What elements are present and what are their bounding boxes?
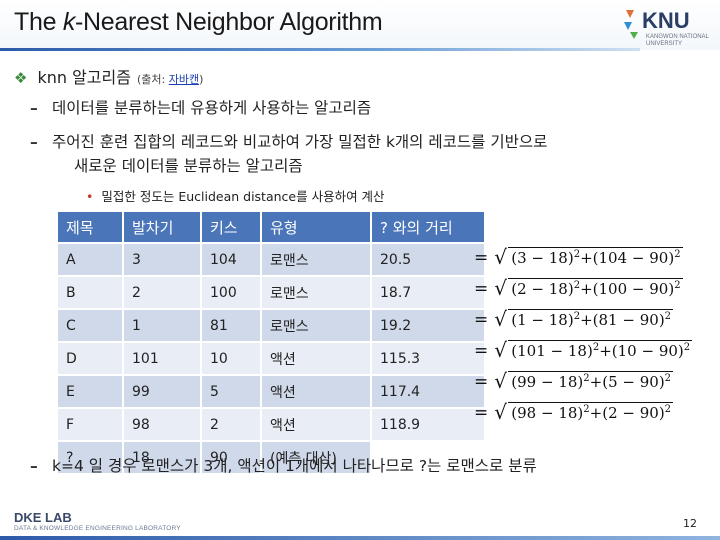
cell-genre: (예측 대상) bbox=[261, 441, 372, 475]
cell-distance: 18.7 bbox=[371, 276, 486, 310]
cell-distance bbox=[371, 441, 486, 475]
col-kicks-header: 발차기 bbox=[123, 212, 202, 244]
bullet-sub-1: – 데이터를 분류하는데 유용하게 사용하는 알고리즘 bbox=[30, 99, 372, 117]
cell-title: C bbox=[58, 309, 124, 343]
bullet-sub-2-continued: 새로운 데이터를 분류하는 알고리즘 bbox=[74, 157, 303, 175]
cell-title: E bbox=[58, 375, 124, 409]
footer-rule bbox=[0, 536, 720, 540]
table-row: A 3 104 로맨스 20.5 bbox=[58, 243, 486, 277]
movie-table: 제목 발차기 키스 유형 ? 와의 거리 A 3 104 로맨스 20.5 B 2 100 로맨… bbox=[58, 212, 486, 475]
title-bar bbox=[0, 0, 720, 50]
table-row: E 99 5 액션 117.4 bbox=[58, 375, 486, 409]
col-genre-header: 유형 bbox=[261, 212, 372, 244]
cell-kicks: 98 bbox=[123, 408, 202, 442]
cell-title: D bbox=[58, 342, 124, 376]
cell-genre: 로맨스 bbox=[261, 243, 372, 277]
col-title-header: 제목 bbox=[58, 212, 124, 244]
cell-kisses: 90 bbox=[201, 441, 262, 475]
knu-emblem-icon bbox=[624, 10, 638, 39]
table-row: B 2 100 로맨스 18.7 bbox=[58, 276, 486, 310]
distance-formula: = √ (1 − 18)2+(81 − 90)2 bbox=[474, 307, 674, 331]
cell-title: ? bbox=[58, 441, 124, 475]
col-distance-header: ? 와의 거리 bbox=[371, 212, 486, 244]
logo-subtext: KANGWON NATIONAL UNIVERSITY bbox=[646, 34, 709, 47]
cell-distance: 115.3 bbox=[371, 342, 486, 376]
cell-distance: 117.4 bbox=[371, 375, 486, 409]
distance-formula: = √ (101 − 18)2+(10 − 90)2 bbox=[474, 338, 693, 362]
cell-distance: 118.9 bbox=[371, 408, 486, 442]
cell-kicks: 101 bbox=[123, 342, 202, 376]
cell-genre: 로맨스 bbox=[261, 309, 372, 343]
diamond-bullet-icon: ❖ bbox=[14, 69, 28, 87]
table-row: C 1 81 로맨스 19.2 bbox=[58, 309, 486, 343]
distance-formula: = √ (3 − 18)2+(104 − 90)2 bbox=[474, 245, 683, 269]
cell-title: F bbox=[58, 408, 124, 442]
cell-title: B bbox=[58, 276, 124, 310]
dash-bullet-icon: – bbox=[30, 133, 38, 151]
cell-kicks: 3 bbox=[123, 243, 202, 277]
cell-kicks: 1 bbox=[123, 309, 202, 343]
cell-kisses: 100 bbox=[201, 276, 262, 310]
distance-formula: = √ (2 − 18)2+(100 − 90)2 bbox=[474, 276, 683, 300]
cell-kicks: 99 bbox=[123, 375, 202, 409]
cell-kicks: 2 bbox=[123, 276, 202, 310]
bullet-main: ❖ knn 알고리즘 (출처: 자바캔) bbox=[14, 68, 204, 87]
distance-formula: = √ (99 − 18)2+(5 − 90)2 bbox=[474, 369, 674, 393]
table-row: ? 18 90 (예측 대상) bbox=[58, 441, 486, 475]
cell-kisses: 81 bbox=[201, 309, 262, 343]
lab-logo: DKE LAB DATA & KNOWLEDGE ENGINEERING LAB… bbox=[14, 510, 181, 532]
cell-title: A bbox=[58, 243, 124, 277]
source-note: (출처: 자바캔) bbox=[136, 73, 204, 86]
source-link[interactable]: 자바캔 bbox=[168, 73, 200, 86]
cell-genre: 액션 bbox=[261, 342, 372, 376]
distance-formula: = √ (98 − 18)2+(2 − 90)2 bbox=[474, 400, 674, 424]
title-rule bbox=[0, 48, 640, 51]
dot-bullet-icon: • bbox=[86, 189, 94, 204]
table-row: D 101 10 액션 115.3 bbox=[58, 342, 486, 376]
slide-title: The k-Nearest Neighbor Algorithm bbox=[14, 8, 383, 36]
col-kisses-header: 키스 bbox=[201, 212, 262, 244]
logo-wordmark: KNU bbox=[642, 8, 690, 33]
bullet-sub-3: • 밀접한 정도는 Euclidean distance를 사용하여 계산 bbox=[86, 189, 385, 204]
cell-genre: 액션 bbox=[261, 375, 372, 409]
table-header-row: 제목 발차기 키스 유형 ? 와의 거리 bbox=[58, 212, 486, 244]
cell-kisses: 5 bbox=[201, 375, 262, 409]
cell-distance: 19.2 bbox=[371, 309, 486, 343]
cell-kisses: 104 bbox=[201, 243, 262, 277]
page-number: 12 bbox=[683, 517, 697, 530]
cell-genre: 액션 bbox=[261, 408, 372, 442]
table-row: F 98 2 액션 118.9 bbox=[58, 408, 486, 442]
cell-genre: 로맨스 bbox=[261, 276, 372, 310]
conclusion-bullet: – k=4 일 경우 로맨스가 3개, 액션이 1개에서 나타나므로 ?는 로맨스… bbox=[30, 457, 537, 475]
bullet-sub-2: – 주어진 훈련 집합의 레코드와 비교하여 가장 밀접한 k개의 레코드를 기반… bbox=[30, 133, 548, 151]
cell-kisses: 10 bbox=[201, 342, 262, 376]
university-logo: KNU KANGWON NATIONAL UNIVERSITY bbox=[622, 6, 714, 50]
cell-kisses: 2 bbox=[201, 408, 262, 442]
cell-distance: 20.5 bbox=[371, 243, 486, 277]
cell-kicks: 18 bbox=[123, 441, 202, 475]
dash-bullet-icon: – bbox=[30, 99, 38, 117]
dash-bullet-icon: – bbox=[30, 457, 38, 475]
